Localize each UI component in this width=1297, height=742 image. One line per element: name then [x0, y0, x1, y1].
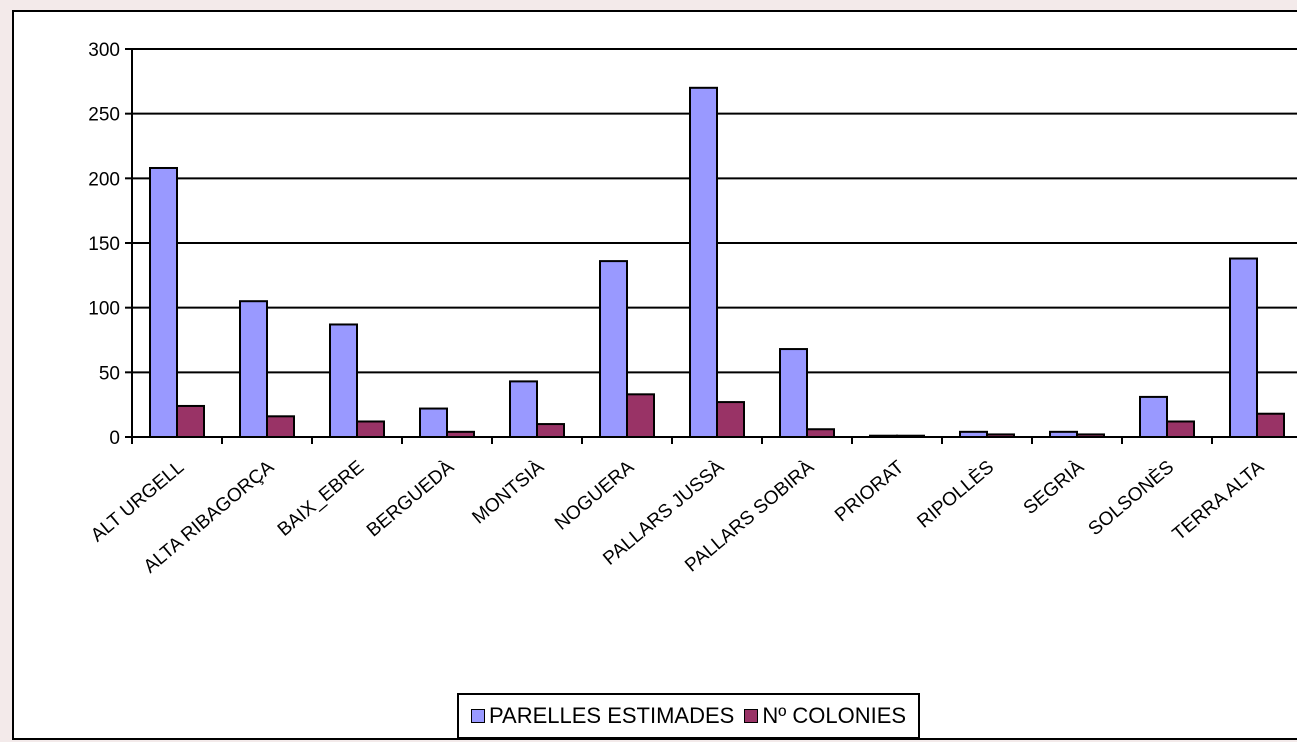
- bar-parelles: [509, 380, 538, 438]
- bar-parelles: [1229, 257, 1258, 438]
- bar-colonies: [1166, 420, 1195, 439]
- bars: [149, 86, 1285, 439]
- bar-colonies: [176, 404, 205, 438]
- bar-colonies: [1256, 412, 1285, 439]
- y-tick-label: 100: [88, 299, 120, 320]
- bar-parelles: [149, 166, 178, 438]
- legend: PARELLES ESTIMADES Nº COLONIES: [457, 693, 921, 739]
- x-category-label: SOLSONÈS: [1085, 457, 1179, 540]
- y-tick-label: 250: [88, 105, 120, 126]
- x-category-label: PRIORAT: [831, 456, 908, 526]
- bar-colonies: [536, 423, 565, 439]
- y-tick-label: 200: [88, 169, 120, 190]
- legend-label-parelles: PARELLES ESTIMADES: [489, 703, 735, 728]
- x-category-label: MONTSIÀ: [468, 457, 548, 529]
- x-category-label: NOGUERA: [551, 457, 638, 535]
- y-tick-label: 150: [88, 234, 120, 255]
- bar-parelles: [599, 260, 628, 438]
- y-tick-label: 50: [99, 363, 120, 384]
- x-category-label: BAIX_EBRE: [274, 457, 368, 541]
- y-tick-label: 0: [109, 428, 120, 449]
- bar-parelles: [1139, 395, 1168, 439]
- y-tick-labels: 0 50 100 150 200 250 300: [88, 40, 120, 449]
- legend-item-parelles: PARELLES ESTIMADES: [471, 703, 734, 729]
- axes: [125, 48, 1297, 444]
- x-category-label: BERGUEDÀ: [363, 457, 458, 542]
- bar-colonies: [806, 428, 835, 438]
- x-category-label: RIPOLLÈS: [914, 457, 999, 533]
- bar-colonies: [356, 420, 385, 439]
- bar-colonies: [716, 401, 745, 438]
- bar-parelles: [329, 323, 358, 439]
- chart-area: 0 50 100 150 200 250 300 ALT URGELL ALTA RIBAGO…: [12, 10, 1297, 740]
- y-tick-label: 300: [88, 40, 120, 61]
- legend-item-colonies: Nº COLONIES: [744, 703, 906, 729]
- x-category-label: SEGRIÀ: [1020, 457, 1089, 519]
- bar-colonies: [626, 393, 655, 439]
- legend-swatch-parelles: [471, 709, 485, 723]
- bar-parelles: [689, 86, 718, 439]
- bar-parelles: [419, 407, 448, 438]
- legend-swatch-colonies: [744, 709, 759, 723]
- bar-parelles: [779, 348, 808, 439]
- x-category-label: TERRA ALTA: [1169, 457, 1269, 545]
- bar-colonies: [266, 415, 295, 439]
- bar-parelles: [239, 300, 268, 439]
- legend-label-colonies: Nº COLONIES: [762, 703, 907, 728]
